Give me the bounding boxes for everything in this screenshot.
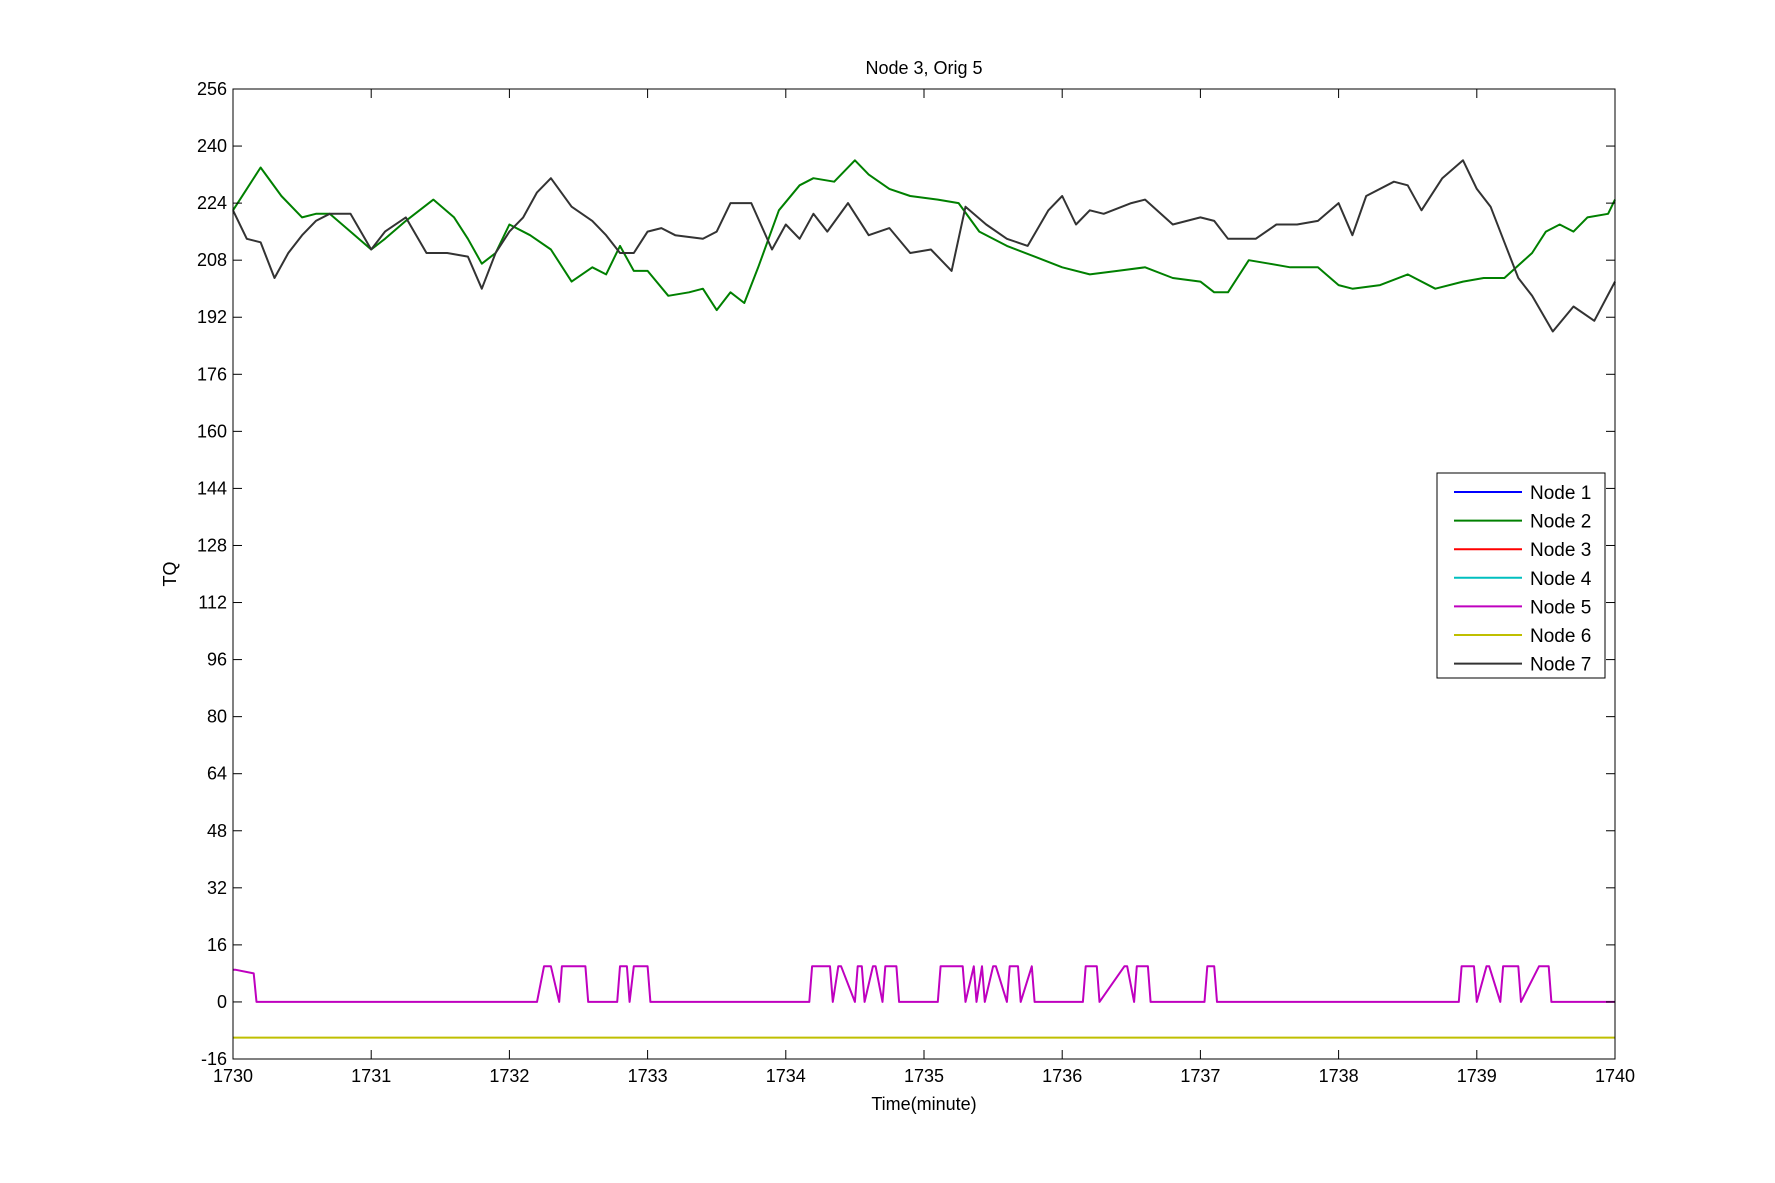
series-line-node-5 — [233, 965, 1615, 1003]
series-layer — [232, 159, 1616, 1039]
y-tick-label: 112 — [198, 593, 227, 613]
legend: Node 1 Node 2 Node 3 Node 4 Node 5 Node 6 Node… — [1436, 472, 1606, 679]
x-tick-label: 1738 — [1319, 1066, 1359, 1086]
x-tick-label: 1734 — [766, 1066, 806, 1086]
series-line-node-7 — [232, 159, 1616, 333]
legend-label-node-3: Node 3 — [1530, 540, 1591, 561]
y-tick-label: 208 — [197, 250, 227, 270]
y-tick-label: 64 — [207, 764, 227, 784]
y-tick-label: 80 — [207, 707, 227, 727]
chart-title: Node 3, Orig 5 — [865, 58, 982, 78]
legend-label-node-2: Node 2 — [1530, 512, 1591, 533]
y-tick-label: 160 — [197, 421, 227, 441]
y-tick-label: 48 — [207, 821, 227, 841]
legend-label-node-7: Node 7 — [1530, 655, 1591, 676]
y-tick-label: 16 — [207, 935, 227, 955]
x-tick-label: 1733 — [628, 1066, 668, 1086]
x-tick-label: 1735 — [904, 1066, 944, 1086]
legend-label-node-1: Node 1 — [1530, 483, 1591, 504]
x-tick-label: 1740 — [1595, 1066, 1635, 1086]
legend-box — [1436, 472, 1606, 679]
y-tick-label: -16 — [201, 1049, 227, 1069]
y-tick-label: 256 — [197, 79, 227, 99]
y-tick-label: 192 — [197, 307, 227, 327]
x-axis-label: Time(minute) — [871, 1094, 976, 1114]
y-tick-label: 128 — [197, 535, 227, 555]
y-axis-label: TQ — [160, 562, 180, 587]
x-tick-label: 1739 — [1457, 1066, 1497, 1086]
series-line-node-2 — [232, 159, 1616, 312]
x-tick-label: 1736 — [1042, 1066, 1082, 1086]
y-tick-label: 224 — [197, 193, 227, 213]
x-tick-label: 1732 — [489, 1066, 529, 1086]
x-tick-label: 1730 — [213, 1066, 253, 1086]
y-tick-label: 96 — [207, 650, 227, 670]
y-tick-label: 0 — [217, 992, 227, 1012]
y-tick-label: 32 — [207, 878, 227, 898]
y-tick-label: 144 — [197, 478, 227, 498]
legend-label-node-6: Node 6 — [1530, 626, 1591, 647]
y-tick-label: 176 — [197, 364, 227, 384]
axes-ticks: 1730 1731 1732 1733 1734 1735 1736 1737 1738 1739… — [197, 79, 1635, 1086]
y-tick-label: 240 — [197, 136, 227, 156]
legend-label-node-5: Node 5 — [1530, 597, 1591, 618]
x-tick-label: 1731 — [351, 1066, 391, 1086]
x-tick-label: 1737 — [1180, 1066, 1220, 1086]
legend-label-node-4: Node 4 — [1530, 569, 1592, 590]
